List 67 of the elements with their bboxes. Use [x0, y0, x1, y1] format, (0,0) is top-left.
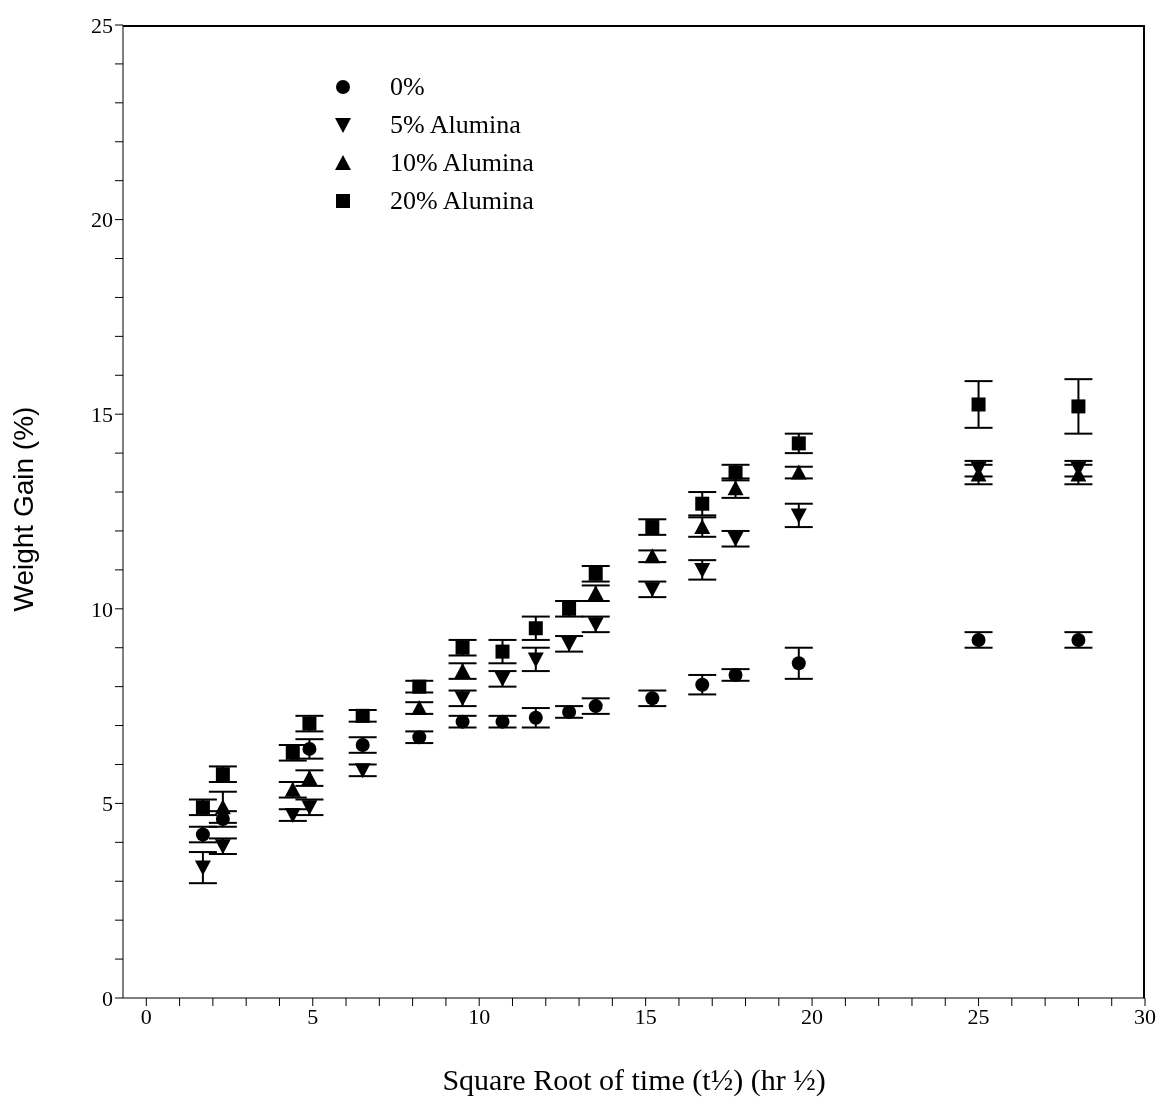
point [791, 656, 806, 671]
point [695, 496, 710, 511]
y-tick-label: 10 [91, 596, 113, 622]
point [562, 704, 577, 719]
x-tick-label: 20 [801, 1003, 824, 1029]
point [971, 632, 986, 647]
x-tick-label: 25 [967, 1003, 990, 1029]
point [1071, 632, 1086, 647]
x-axis-title: Square Root of time (t½) (hr ½) [442, 1063, 826, 1097]
point [302, 716, 317, 731]
point [694, 562, 711, 578]
point [494, 671, 511, 687]
legend-label: 5% Alumina [390, 110, 521, 140]
point [644, 582, 661, 598]
point [454, 691, 471, 707]
point [727, 531, 744, 547]
point [790, 464, 807, 480]
point [355, 738, 370, 753]
point [528, 710, 543, 725]
x-tick-label: 10 [468, 1003, 491, 1029]
point [528, 621, 543, 636]
point [454, 663, 471, 679]
point [411, 700, 428, 716]
point [195, 800, 210, 815]
point [561, 636, 578, 652]
y-tick-label: 15 [91, 402, 113, 428]
point [214, 799, 231, 815]
point [562, 601, 577, 616]
legend-label: 20% Alumina [390, 186, 534, 216]
point [587, 617, 604, 633]
point [284, 808, 301, 824]
point [194, 860, 211, 876]
point [455, 714, 470, 729]
y-axis-title: Weight Gain (%) [7, 406, 39, 612]
point [971, 397, 986, 412]
point [644, 548, 661, 564]
point [195, 827, 210, 842]
y-tick-label: 20 [91, 207, 113, 233]
y-tick-label: 5 [102, 791, 113, 817]
legend-label: 0% [390, 72, 425, 102]
x-tick-label: 15 [634, 1003, 657, 1029]
point [527, 652, 544, 668]
y-tick-label: 25 [91, 12, 113, 38]
point [495, 714, 510, 729]
point [215, 767, 230, 782]
point [214, 839, 231, 855]
point [355, 708, 370, 723]
point [645, 520, 660, 535]
point [455, 640, 470, 655]
point [728, 667, 743, 682]
x-tick-label: 30 [1134, 1003, 1156, 1029]
point [645, 691, 660, 706]
x-tick-label: 0 [140, 1003, 152, 1029]
point [790, 508, 807, 524]
point [1071, 399, 1086, 414]
point [412, 679, 427, 694]
point [588, 699, 603, 714]
point [354, 763, 371, 779]
point [695, 677, 710, 692]
point [412, 730, 427, 745]
x-tick-label: 5 [307, 1003, 319, 1029]
point [301, 770, 318, 786]
point [791, 436, 806, 451]
point [495, 644, 510, 659]
legend-label: 10% Alumina [390, 148, 534, 178]
point [302, 741, 317, 756]
y-tick-label: 0 [102, 985, 113, 1011]
